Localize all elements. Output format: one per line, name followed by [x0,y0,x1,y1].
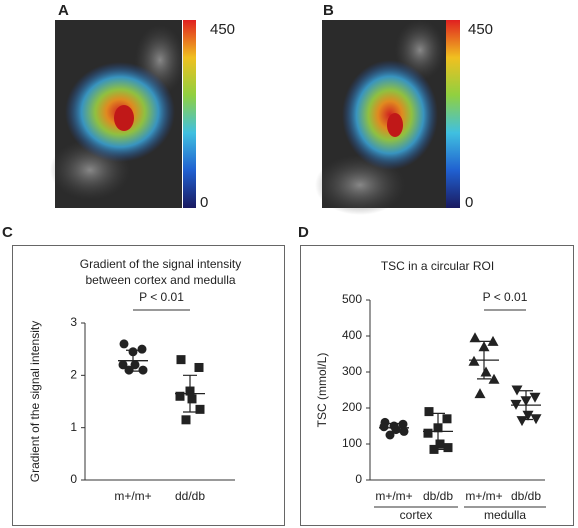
data-point [187,394,197,404]
data-point [511,385,523,396]
colorbar-max: 450 [468,21,493,38]
data-point [175,391,185,401]
colorbar-min: 0 [465,194,473,211]
data-point [530,414,542,425]
panel-frame [300,245,574,526]
data-point [137,344,147,354]
y-tick-label: 2 [70,368,77,382]
x-tick-label: db/db [511,489,541,503]
data-point [176,355,186,365]
data-point [442,414,452,424]
data-point [522,410,534,421]
y-tick-label: 200 [342,400,362,414]
data-point [119,339,129,349]
data-point [488,373,500,384]
data-point [487,335,499,346]
error-bar [519,390,533,421]
data-point [435,439,445,449]
panel-label: D [298,224,309,241]
group-label: medulla [484,508,526,522]
colorbar-min: 0 [200,194,208,211]
colorbar [183,20,196,208]
significance-label: P < 0.01 [483,290,528,304]
group-label: cortex [400,508,433,522]
data-point [474,388,486,399]
y-tick-label: 400 [342,328,362,342]
error-bar [477,340,491,380]
data-point [398,419,408,429]
error-bar [431,412,445,450]
data-point [195,404,205,414]
data-point [399,426,409,436]
y-tick-label: 100 [342,436,362,450]
panel-label: C [2,224,13,241]
x-tick-label: m+/m+ [114,489,151,503]
y-axis-label: Gradient of the signal intensity [28,321,42,482]
data-point [379,422,389,432]
y-tick-label: 0 [70,472,77,486]
y-tick-label: 3 [70,315,77,329]
y-tick-label: 300 [342,364,362,378]
y-tick-label: 500 [342,292,362,306]
image-a [50,20,185,208]
data-point [480,366,492,377]
x-tick-label: m+/m+ [375,489,412,503]
y-tick-label: 1 [70,420,77,434]
chart-title: TSC in a circular ROI [380,259,495,273]
data-point [423,428,433,438]
colorbar-max: 450 [210,21,235,38]
panel-label: A [58,2,69,19]
data-point [516,416,528,427]
data-point [424,407,434,417]
data-point [118,360,128,370]
x-tick-label: dd/db [175,489,205,503]
colorbar [446,20,460,208]
data-point [443,443,453,453]
error-bar [126,349,140,372]
x-tick-label: db/db [423,489,453,503]
data-point [138,365,148,375]
data-point [385,430,395,440]
error-bar [183,374,197,413]
y-axis-label: TSC (mmol/L) [315,353,329,428]
chart-title: Gradient of the signal intensity between… [79,257,242,287]
error-bar [387,422,401,433]
x-tick-label: m+/m+ [465,489,502,503]
data-point [529,392,541,403]
significance-label: P < 0.01 [139,290,184,304]
panel-frame [12,245,285,526]
image-b [315,20,446,215]
data-point [469,332,481,343]
data-point [194,362,204,372]
data-point [124,365,134,375]
y-tick-label: 0 [355,472,362,486]
data-point [181,415,191,425]
panel-label: B [323,2,334,19]
